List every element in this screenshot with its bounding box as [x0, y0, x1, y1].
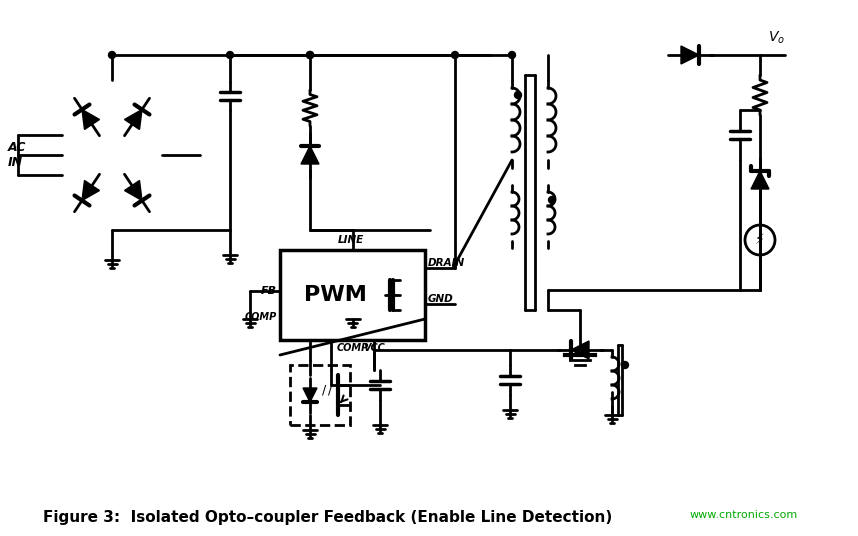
Circle shape — [451, 51, 458, 58]
Circle shape — [306, 51, 313, 58]
Circle shape — [306, 51, 313, 58]
Circle shape — [621, 361, 629, 369]
Polygon shape — [751, 171, 769, 189]
Polygon shape — [303, 388, 317, 402]
Text: VCC: VCC — [364, 343, 385, 353]
Circle shape — [515, 92, 522, 99]
Polygon shape — [82, 181, 100, 200]
Text: COMP: COMP — [245, 312, 277, 323]
Polygon shape — [571, 341, 589, 359]
Circle shape — [108, 51, 116, 58]
Text: GND: GND — [428, 294, 454, 304]
Circle shape — [227, 51, 233, 58]
Text: www.cntronics.com: www.cntronics.com — [690, 510, 798, 520]
Text: AC
IN: AC IN — [8, 141, 27, 169]
Text: /: / — [322, 383, 326, 397]
Text: LINE: LINE — [337, 235, 364, 245]
Text: $V_o$: $V_o$ — [768, 30, 785, 47]
Polygon shape — [124, 109, 142, 130]
Text: Figure 3:  Isolated Opto–coupler Feedback (Enable Line Detection): Figure 3: Isolated Opto–coupler Feedback… — [43, 510, 613, 525]
Text: DRAIN: DRAIN — [428, 258, 465, 269]
Polygon shape — [82, 109, 100, 130]
Circle shape — [509, 51, 516, 58]
Circle shape — [548, 197, 555, 204]
Polygon shape — [301, 146, 319, 164]
Text: PWM: PWM — [304, 285, 366, 305]
Text: ⚡: ⚡ — [755, 233, 764, 247]
Polygon shape — [681, 46, 699, 64]
Text: FB: FB — [261, 286, 277, 295]
Text: /: / — [328, 383, 332, 397]
Polygon shape — [124, 181, 142, 200]
Text: COMP: COMP — [336, 343, 369, 353]
